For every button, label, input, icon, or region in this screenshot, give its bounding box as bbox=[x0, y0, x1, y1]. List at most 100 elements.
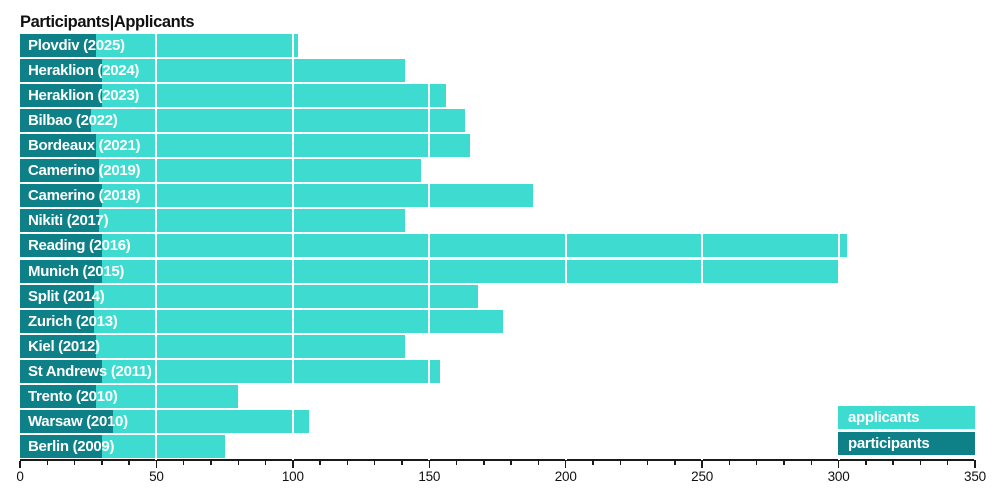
minor-tick bbox=[128, 460, 130, 465]
bar-row: Bilbao (2022) bbox=[20, 109, 975, 133]
major-tick bbox=[19, 460, 21, 468]
participants-bar bbox=[20, 159, 100, 183]
bar-row: Bordeaux (2021) bbox=[20, 134, 975, 158]
minor-tick bbox=[646, 460, 649, 465]
minor-tick bbox=[237, 460, 240, 465]
major-tick bbox=[428, 460, 431, 468]
bar-label: Camerino (2018) bbox=[28, 187, 141, 205]
minor-tick bbox=[319, 460, 321, 465]
bar-row: Berlin (2009) bbox=[20, 434, 975, 458]
bar-label: Kiel (2012) bbox=[28, 337, 100, 355]
minor-tick bbox=[674, 460, 676, 465]
participants-bar bbox=[20, 309, 94, 333]
minor-tick bbox=[346, 460, 349, 465]
legend: applicants participants bbox=[838, 406, 975, 457]
participants-bar bbox=[20, 209, 100, 233]
minor-tick bbox=[728, 460, 731, 465]
applicants-bar bbox=[20, 284, 479, 308]
bar-label: Warsaw (2010) bbox=[28, 412, 128, 430]
bar-label: Zurich (2013) bbox=[28, 312, 118, 330]
participants-bar bbox=[20, 184, 102, 208]
minor-tick bbox=[537, 460, 540, 465]
applicants-bar bbox=[20, 209, 405, 233]
minor-tick bbox=[264, 460, 267, 465]
minor-tick bbox=[73, 460, 76, 465]
minor-tick bbox=[810, 460, 813, 465]
applicants-bar bbox=[20, 234, 847, 258]
major-tick bbox=[974, 460, 976, 468]
applicants-bar bbox=[20, 134, 471, 158]
participants-bar bbox=[20, 359, 102, 383]
minor-tick bbox=[373, 460, 376, 465]
minor-tick bbox=[210, 460, 212, 465]
bar-row: St Andrews (2011) bbox=[20, 359, 975, 383]
bar-row: Heraklion (2023) bbox=[20, 84, 975, 108]
applicants-bar bbox=[20, 359, 441, 383]
bar-row: Munich (2015) bbox=[20, 259, 975, 283]
bar-row: Split (2014) bbox=[20, 284, 975, 308]
gridline bbox=[291, 34, 294, 460]
participants-bar bbox=[20, 34, 97, 57]
tick-label: 250 bbox=[691, 468, 714, 484]
gridline bbox=[564, 34, 567, 460]
participants-bar bbox=[20, 409, 113, 433]
major-tick bbox=[155, 460, 158, 468]
minor-tick bbox=[865, 460, 867, 465]
bar-row: Zurich (2013) bbox=[20, 309, 975, 333]
bar-label: Heraklion (2023) bbox=[28, 87, 140, 105]
participants-bar bbox=[20, 284, 94, 308]
tick-label: 350 bbox=[964, 468, 986, 484]
applicants-bar bbox=[20, 334, 405, 358]
participants-bar bbox=[20, 59, 102, 83]
x-axis-line bbox=[19, 459, 976, 461]
applicants-bar bbox=[20, 184, 533, 208]
major-tick bbox=[837, 460, 840, 468]
legend-label-participants: participants bbox=[848, 434, 930, 452]
legend-item-applicants: applicants bbox=[838, 406, 975, 429]
minor-tick bbox=[182, 460, 185, 465]
tick-label: 50 bbox=[149, 468, 164, 484]
minor-tick bbox=[455, 460, 458, 465]
bar-row: Trento (2010) bbox=[20, 384, 975, 408]
participants-bar bbox=[20, 109, 91, 133]
major-tick bbox=[564, 460, 567, 468]
applicants-bar bbox=[20, 159, 422, 183]
bar-label: Heraklion (2024) bbox=[28, 62, 140, 80]
bar-label: Split (2014) bbox=[28, 287, 105, 305]
legend-item-participants: participants bbox=[838, 431, 975, 455]
chart-title: Participants|Applicants bbox=[20, 13, 195, 31]
applicants-bar bbox=[20, 59, 405, 83]
plot-area: Plovdiv (2025) Heraklion (2024) Heraklion … bbox=[20, 34, 976, 460]
applicants-bar bbox=[20, 109, 465, 133]
minor-tick bbox=[619, 460, 622, 465]
legend-label-applicants: applicants bbox=[848, 409, 920, 426]
bar-row: Warsaw (2010) bbox=[20, 409, 975, 433]
minor-tick bbox=[946, 460, 949, 465]
participants-bar bbox=[20, 384, 97, 408]
participants-bar bbox=[20, 234, 102, 258]
major-tick bbox=[701, 460, 703, 468]
bar-row: Reading (2016) bbox=[20, 234, 975, 258]
participants-bar bbox=[20, 434, 102, 458]
bar-label: Berlin (2009) bbox=[28, 437, 115, 455]
bar-label: Munich (2015) bbox=[28, 262, 125, 280]
gridline bbox=[837, 34, 840, 460]
bar-label: Bordeaux (2021) bbox=[28, 137, 141, 155]
gridline bbox=[701, 34, 704, 460]
bar-label: St Andrews (2011) bbox=[28, 362, 152, 380]
tick-label: 150 bbox=[418, 468, 441, 484]
minor-tick bbox=[592, 460, 594, 465]
applicants-bar bbox=[20, 84, 446, 108]
minor-tick bbox=[892, 460, 894, 465]
applicants-bar bbox=[20, 309, 503, 333]
minor-tick bbox=[755, 460, 758, 465]
minor-tick bbox=[483, 460, 485, 465]
bar-label: Bilbao (2022) bbox=[28, 112, 118, 130]
minor-tick bbox=[783, 460, 785, 465]
participants-bar bbox=[20, 334, 97, 358]
bar-row: Camerino (2018) bbox=[20, 184, 975, 208]
gridline bbox=[974, 34, 976, 460]
minor-tick bbox=[46, 460, 49, 465]
tick-label: 100 bbox=[281, 468, 304, 484]
